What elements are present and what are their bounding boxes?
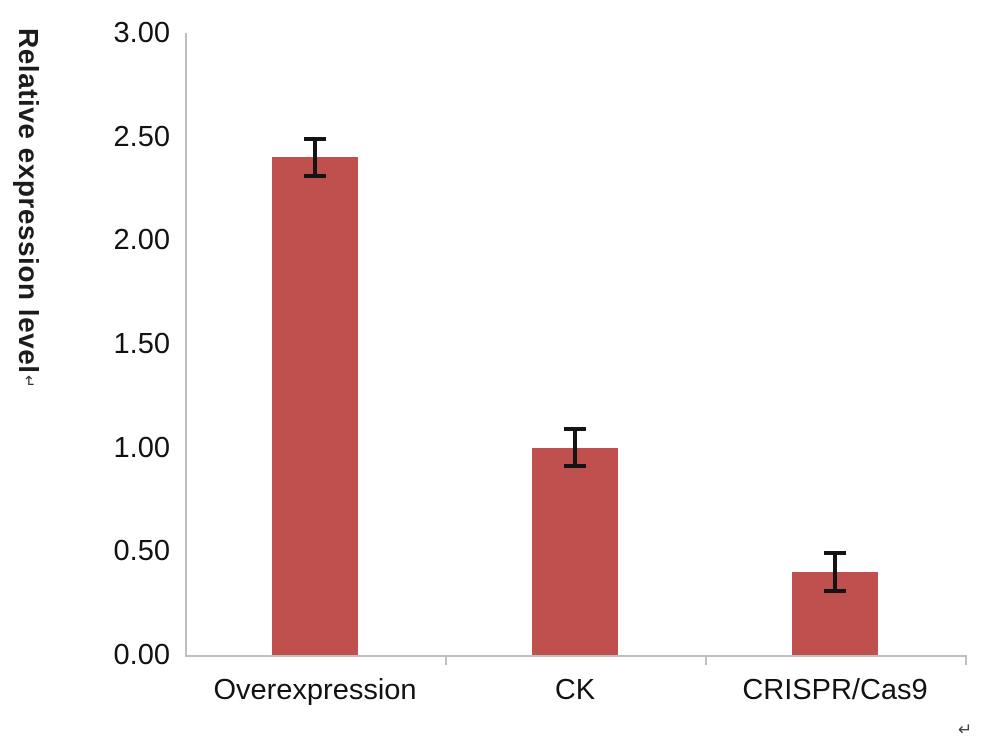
paragraph-mark-icon: ↵ [20,375,37,389]
x-tick-mark [705,657,707,665]
y-tick-label: 1.00 [113,431,170,464]
error-bar-stem [573,428,577,467]
y-tick-label: 0.00 [113,639,170,671]
error-bar-cap [824,588,846,593]
error-bar-cap [564,464,586,469]
y-tick-label: 0.50 [113,535,170,568]
error-bar-stem [313,138,317,177]
y-axis-title-text: Relative expression level [13,27,44,374]
paragraph-mark-icon: ↵ [958,720,973,739]
y-axis-title: Relative expression level ↵ [6,2,50,414]
x-tick-mark [445,657,447,665]
x-category-label: Overexpression [213,674,417,706]
y-tick-label: 1.50 [113,328,170,360]
y-tick-label: 2.50 [113,120,170,153]
bar-0 [272,157,358,655]
y-tick-label: 3.00 [113,17,170,49]
x-tick-mark [965,657,967,665]
x-category-label: CK [554,674,596,706]
bar-1 [532,447,618,655]
error-bar-stem [833,553,837,591]
error-bar-cap [304,174,326,179]
x-category-label: CRISPR/Cas9 [742,674,928,706]
error-bar-0 [304,136,326,179]
plot-area [185,33,967,657]
y-tick-label: 2.00 [113,224,170,257]
error-bar-1 [564,426,586,469]
error-bar-2 [824,551,846,593]
